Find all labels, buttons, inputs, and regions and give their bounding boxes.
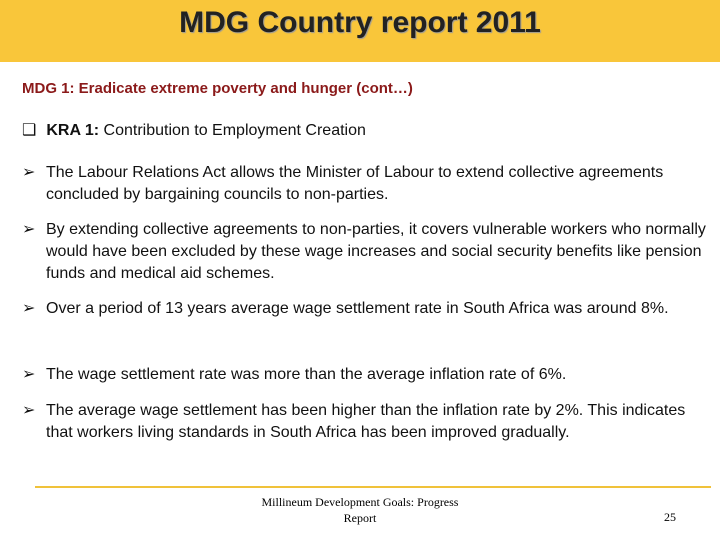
page-number: 25	[664, 510, 676, 524]
arrow-icon: ➢	[22, 164, 36, 181]
bullet: ➢ Over a period of 13 years average wage …	[22, 298, 712, 320]
bullet-text: The Labour Relations Act allows the Mini…	[46, 164, 664, 203]
bullet: ➢ The wage settlement rate was more than …	[22, 364, 712, 386]
bullet-text: The average wage settlement has been hig…	[46, 402, 686, 441]
bullet: ➢ The average wage settlement has been hi…	[22, 400, 712, 444]
kra-label: KRA 1:	[46, 122, 100, 139]
kra-text: Contribution to Employment Creation	[103, 122, 366, 139]
arrow-icon: ➢	[22, 402, 36, 419]
arrow-icon: ➢	[22, 221, 36, 238]
bullet-text: By extending collective agreements to no…	[46, 221, 706, 282]
bullet: ➢ The Labour Relations Act allows the Min…	[22, 162, 712, 206]
footer-text: Millineum Development Goals: Progress Re…	[261, 495, 459, 525]
bullet-text: The wage settlement rate was more than t…	[46, 366, 567, 383]
footer-line	[35, 486, 711, 488]
title: MDG Country report 2011	[179, 6, 541, 39]
header-bar	[0, 0, 720, 62]
checkbox-icon: ❑	[22, 122, 37, 139]
arrow-icon: ➢	[22, 300, 36, 317]
bullet-text: Over a period of 13 years average wage s…	[46, 300, 669, 317]
arrow-icon: ➢	[22, 366, 36, 383]
subtitle: MDG 1: Eradicate extreme poverty and hun…	[22, 80, 413, 97]
bullet: ➢ By extending collective agreements to n…	[22, 219, 712, 285]
kra-line: ❑ KRA 1: Contribution to Employment Creat…	[22, 120, 366, 140]
